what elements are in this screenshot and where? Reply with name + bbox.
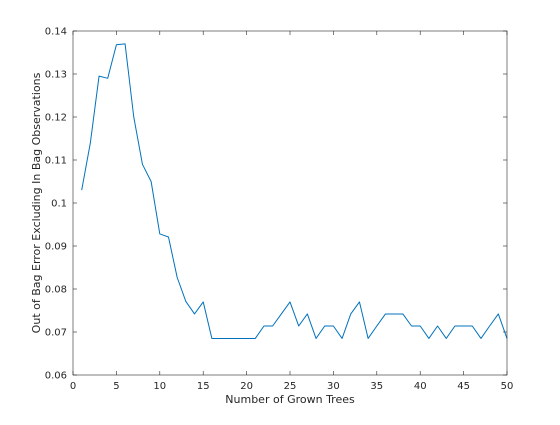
ticks-layer: 0 5 10 15 20 25 30 35 40 45 50 0.06 0.07 0.08 0.09 0.1 0… bbox=[45, 27, 514, 393]
x-tick-label: 30 bbox=[327, 381, 340, 392]
y-tick-label: 0.11 bbox=[45, 156, 67, 167]
y-tick-label: 0.08 bbox=[45, 285, 67, 296]
y-tick-label: 0.09 bbox=[45, 242, 67, 253]
x-tick-label: 25 bbox=[284, 381, 297, 392]
x-tick-label: 15 bbox=[197, 381, 210, 392]
y-axis-label: Out of Bag Error Excluding In Bag Observ… bbox=[30, 72, 43, 333]
y-tick-label: 0.12 bbox=[45, 113, 67, 124]
x-tick-label: 45 bbox=[457, 381, 470, 392]
x-tick-label: 20 bbox=[240, 381, 253, 392]
y-tick-label: 0.1 bbox=[51, 199, 67, 210]
plot-area-background bbox=[73, 31, 507, 375]
x-tick-label: 50 bbox=[501, 381, 514, 392]
x-axis-label: Number of Grown Trees bbox=[225, 393, 355, 406]
x-tick-label: 10 bbox=[153, 381, 166, 392]
plot-frame bbox=[72, 30, 508, 376]
y-tick-label: 0.14 bbox=[45, 27, 67, 38]
y-tick-label: 0.06 bbox=[45, 371, 67, 382]
series-line bbox=[81, 43, 508, 339]
x-tick-label: 40 bbox=[414, 381, 427, 392]
x-tick-label: 5 bbox=[113, 381, 119, 392]
x-tick-label: 0 bbox=[70, 381, 76, 392]
y-tick-label: 0.13 bbox=[45, 70, 67, 81]
x-tick-label: 35 bbox=[370, 381, 383, 392]
y-tick-label: 0.07 bbox=[45, 328, 67, 339]
series-layer bbox=[81, 43, 508, 339]
